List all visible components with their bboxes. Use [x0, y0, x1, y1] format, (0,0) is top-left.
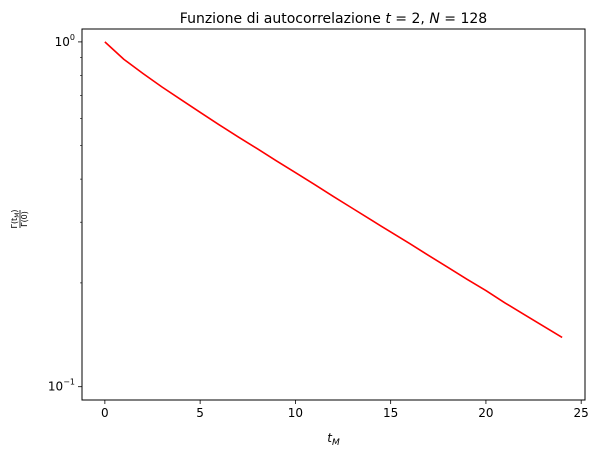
plot-frame — [81, 28, 586, 401]
x-tick-label: 5 — [196, 406, 204, 420]
chart-title: Funzione di autocorrelazione t = 2, N = … — [180, 11, 487, 27]
svg-text:Γ(0): Γ(0) — [20, 211, 29, 227]
y-tick-label: 10−1 — [48, 378, 75, 394]
x-tick-label: 10 — [288, 406, 303, 420]
x-tick-label: 20 — [478, 406, 493, 420]
x-tick-label: 0 — [101, 406, 109, 420]
x-tick-label: 25 — [574, 406, 589, 420]
plot-area — [82, 29, 585, 400]
x-tick-label: 15 — [383, 406, 398, 420]
svg-text:Γ(tM): Γ(tM) — [10, 209, 21, 228]
x-axis-label: tM — [327, 431, 340, 448]
y-tick-label: 100 — [55, 33, 75, 49]
y-axis-label: Γ(tM) Γ(0) — [10, 209, 29, 228]
series-line — [104, 41, 563, 339]
